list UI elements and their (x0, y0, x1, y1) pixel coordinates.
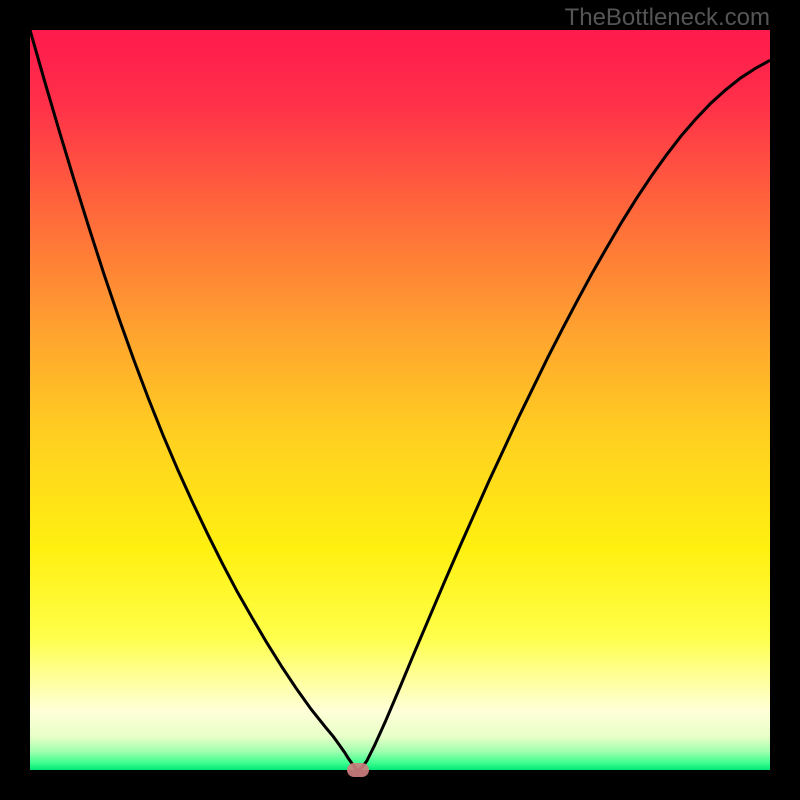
watermark-text: TheBottleneck.com (565, 4, 770, 32)
plot-svg (30, 30, 770, 770)
plot-area (30, 30, 770, 770)
chart-container: TheBottleneck.com (0, 0, 800, 800)
optimal-point-marker (347, 763, 369, 777)
gradient-background (30, 30, 770, 770)
